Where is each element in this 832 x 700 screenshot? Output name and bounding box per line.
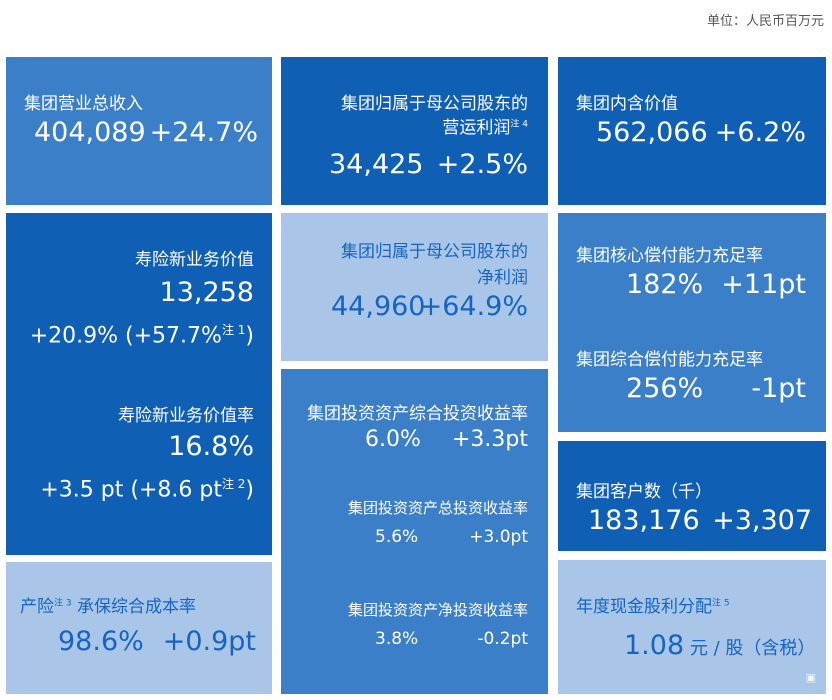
- solvency-core-change: +11pt: [721, 269, 806, 300]
- investment-net-value: 3.8%: [375, 629, 419, 649]
- investment-total-value: 5.6%: [375, 527, 419, 547]
- unit-label: 单位：人民币百万元: [706, 14, 824, 29]
- solvency-core-value: 182%: [626, 269, 704, 300]
- nbv-margin-close: ): [245, 477, 254, 503]
- opat-value: 34,425: [329, 149, 424, 180]
- customers-label: 集团客户数（千）: [576, 482, 712, 502]
- nbv-label: 寿险新业务价值: [135, 250, 254, 270]
- investment-total-change: +3.0pt: [469, 527, 528, 547]
- solvency-comp-change: -1pt: [751, 373, 806, 404]
- customers-change: +3,307: [712, 505, 812, 536]
- nbv-close: ): [245, 323, 254, 349]
- dividend-value-wrap: 1.08 元 / 股（含税）: [624, 630, 815, 661]
- solvency-core-label: 集团核心偿付能力充足率: [576, 246, 763, 266]
- investment-net-change: -0.2pt: [477, 629, 528, 649]
- investment-comp-label: 集团投资资产综合投资收益率: [307, 404, 528, 424]
- tile-new-business-value: 寿险新业务价值 13,258 +20.9% (+57.7%注 1) 寿险新业务价…: [6, 213, 272, 555]
- solvency-comp-value: 256%: [626, 373, 704, 404]
- tile-net-profit: 集团归属于母公司股东的 净利润 44,960 +64.9%: [281, 213, 548, 361]
- combined-ratio-label-a: 产险: [20, 597, 54, 617]
- nbv-change-wrap: +20.9% (+57.7%注 1): [30, 321, 254, 348]
- dividend-label: 年度现金股利分配: [576, 597, 712, 617]
- tile-combined-ratio: 产险注 3 承保综合成本率 98.6% +0.9pt: [6, 562, 272, 694]
- ev-label: 集团内含价值: [576, 94, 678, 114]
- nbv-margin-note: 注 2: [221, 477, 246, 491]
- tile-investment-yield: 集团投资资产综合投资收益率 6.0% +3.3pt 集团投资资产总投资收益率 5…: [281, 369, 548, 694]
- net-profit-value: 44,960: [331, 291, 426, 322]
- nbv-change: +20.9% (+57.7%: [29, 323, 222, 349]
- ev-value: 562,066: [596, 117, 708, 148]
- revenue-label: 集团营业总收入: [24, 94, 143, 114]
- nbv-margin-change: +3.5 pt (+8.6 pt: [40, 477, 222, 503]
- solvency-comp-label: 集团综合偿付能力充足率: [576, 350, 763, 370]
- opat-label-line1: 集团归属于母公司股东的: [341, 94, 528, 114]
- net-profit-label-line2: 净利润: [477, 268, 528, 288]
- tile-operating-profit: 集团归属于母公司股东的 营运利润注 4 34,425 +2.5%: [281, 57, 548, 205]
- combined-ratio-note: 注 3: [54, 598, 72, 609]
- net-profit-change: +64.9%: [419, 291, 528, 322]
- combined-ratio-label: 产险注 3 承保综合成本率: [20, 592, 196, 617]
- nbv-value: 13,258: [159, 277, 254, 308]
- investment-comp-value: 6.0%: [365, 427, 421, 452]
- dividend-label-wrap: 年度现金股利分配注 5: [576, 592, 730, 617]
- dividend-note: 注 5: [712, 598, 730, 609]
- investment-total-label: 集团投资资产总投资收益率: [347, 499, 528, 517]
- combined-ratio-change: +0.9pt: [162, 626, 256, 657]
- opat-change: +2.5%: [436, 149, 528, 180]
- combined-ratio-label-b: 承保综合成本率: [71, 597, 196, 617]
- net-profit-label-line1: 集团归属于母公司股东的: [341, 242, 528, 262]
- tile-solvency: 集团核心偿付能力充足率 182% +11pt 集团综合偿付能力充足率 256% …: [558, 213, 826, 432]
- opat-label-line2-wrap: 营运利润注 4: [442, 113, 528, 138]
- tile-embedded-value: 集团内含价值 562,066 +6.2%: [558, 57, 826, 205]
- investment-comp-change: +3.3pt: [451, 427, 528, 452]
- ev-change: +6.2%: [714, 117, 806, 148]
- customers-value: 183,176: [588, 505, 700, 536]
- nbv-margin-label: 寿险新业务价值率: [118, 406, 254, 426]
- dividend-unit: 元 / 股（含税）: [684, 638, 816, 659]
- combined-ratio-value: 98.6%: [58, 626, 144, 657]
- revenue-value: 404,089: [34, 117, 146, 148]
- watermark-logo-icon: ▣: [805, 671, 816, 684]
- tile-revenue: 集团营业总收入 404,089 +24.7%: [6, 57, 272, 205]
- dividend-value: 1.08: [624, 630, 685, 661]
- tile-dividend: 年度现金股利分配注 5 1.08 元 / 股（含税） ▣: [558, 560, 826, 694]
- investment-net-label: 集团投资资产净投资收益率: [347, 601, 528, 619]
- opat-label-line2: 营运利润: [442, 118, 511, 138]
- tile-customers: 集团客户数（千） 183,176 +3,307: [558, 441, 826, 551]
- revenue-change: +24.7%: [149, 117, 258, 148]
- opat-note: 注 4: [510, 119, 528, 130]
- nbv-margin-change-wrap: +3.5 pt (+8.6 pt注 2): [40, 475, 254, 502]
- nbv-margin-value: 16.8%: [168, 431, 254, 462]
- nbv-note: 注 1: [221, 323, 246, 337]
